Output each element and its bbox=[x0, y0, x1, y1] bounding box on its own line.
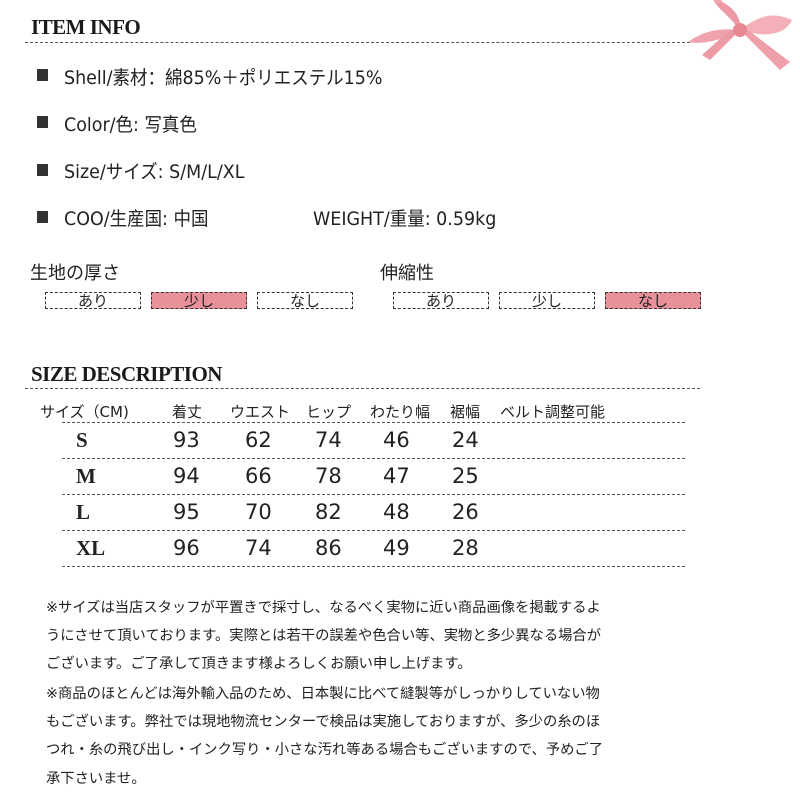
table-cell: 82 bbox=[315, 500, 342, 524]
table-cell: 95 bbox=[173, 500, 200, 524]
divider bbox=[25, 388, 700, 389]
thickness-option-thick: あり bbox=[45, 292, 141, 310]
table-cell: 78 bbox=[315, 464, 342, 488]
size-label: L bbox=[76, 500, 91, 524]
size-description-title: SIZE DESCRIPTION bbox=[31, 362, 222, 386]
table-cell: 70 bbox=[245, 500, 272, 524]
header-thigh: わたり幅 bbox=[370, 403, 431, 421]
spec-weight: WEIGHT/重量: 0.59kg bbox=[313, 208, 497, 230]
bullet-icon bbox=[37, 211, 48, 223]
item-info-title: ITEM INFO bbox=[31, 15, 141, 39]
table-cell: 47 bbox=[383, 464, 410, 488]
header-waist: ウエスト bbox=[230, 403, 291, 421]
size-label: XL bbox=[76, 536, 106, 560]
table-cell: 74 bbox=[245, 536, 272, 560]
spec-size: Size/サイズ: S/M/L/XL bbox=[64, 161, 245, 183]
stretch-option-slight: 少し bbox=[499, 292, 595, 310]
table-cell: 62 bbox=[245, 428, 272, 452]
table-cell: 49 bbox=[383, 536, 410, 560]
table-cell: 86 bbox=[315, 536, 342, 560]
header-length: 着丈 bbox=[172, 403, 203, 421]
table-cell: 66 bbox=[245, 464, 272, 488]
bullet-icon bbox=[37, 116, 48, 128]
table-cell: 74 bbox=[315, 428, 342, 452]
row-divider bbox=[62, 566, 685, 567]
note-line: うにさせて頂いております。実際とは若干の誤差や色合い等、実物と多少異なる場合が bbox=[46, 628, 601, 644]
size-label: S bbox=[76, 428, 88, 452]
spec-origin: COO/生産国: 中国 bbox=[64, 208, 209, 230]
table-cell: 94 bbox=[173, 464, 200, 488]
row-divider bbox=[62, 494, 685, 495]
note-line: 承下さいませ。 bbox=[46, 771, 146, 787]
table-cell: 46 bbox=[383, 428, 410, 452]
header-size: サイズ（CM) bbox=[40, 403, 129, 421]
note-line: つれ・糸の飛び出し・インク写り・小さな汚れ等ある場合もございますので、予めご了 bbox=[46, 742, 604, 758]
header-hip: ヒップ bbox=[306, 403, 352, 421]
thickness-option-slight: 少し bbox=[151, 292, 247, 310]
row-divider bbox=[62, 530, 685, 531]
header-belt: ベルト調整可能 bbox=[500, 403, 606, 421]
bullet-icon bbox=[37, 164, 48, 176]
row-divider bbox=[62, 458, 685, 459]
note-line: ※サイズは当店スタッフが平置きで採寸し、なるべく実物に近い商品画像を掲載するよ bbox=[46, 600, 601, 616]
stretch-option-none: なし bbox=[605, 292, 701, 310]
note-line: ※商品のほとんどは海外輸入品のため、日本製に比べて縫製等がしっかりしていない物 bbox=[46, 686, 600, 702]
header-hem: 裾幅 bbox=[450, 403, 481, 421]
bullet-icon bbox=[37, 69, 48, 81]
table-cell: 24 bbox=[452, 428, 479, 452]
spec-color: Color/色: 写真色 bbox=[64, 114, 197, 136]
spec-material: Shell/素材：綿85%＋ポリエステル15% bbox=[64, 67, 383, 89]
thickness-label: 生地の厚さ bbox=[30, 263, 120, 284]
note-line: ございます。ご了承して頂きます様よろしくお願い申し上げます。 bbox=[46, 656, 472, 672]
stretch-label: 伸縮性 bbox=[380, 263, 434, 284]
table-cell: 96 bbox=[173, 536, 200, 560]
row-divider bbox=[62, 422, 685, 423]
note-line: もございます。弊社では現地物流センターで検品は実施しておりますが、多少の糸のほ bbox=[46, 714, 601, 730]
thickness-option-none: なし bbox=[257, 292, 353, 310]
stretch-option-yes: あり bbox=[393, 292, 489, 310]
table-cell: 28 bbox=[452, 536, 479, 560]
table-cell: 26 bbox=[452, 500, 479, 524]
table-cell: 25 bbox=[452, 464, 479, 488]
ribbon-bow-icon bbox=[688, 0, 792, 70]
table-cell: 48 bbox=[383, 500, 410, 524]
table-cell: 93 bbox=[173, 428, 200, 452]
divider bbox=[25, 42, 690, 43]
size-label: M bbox=[76, 464, 96, 488]
